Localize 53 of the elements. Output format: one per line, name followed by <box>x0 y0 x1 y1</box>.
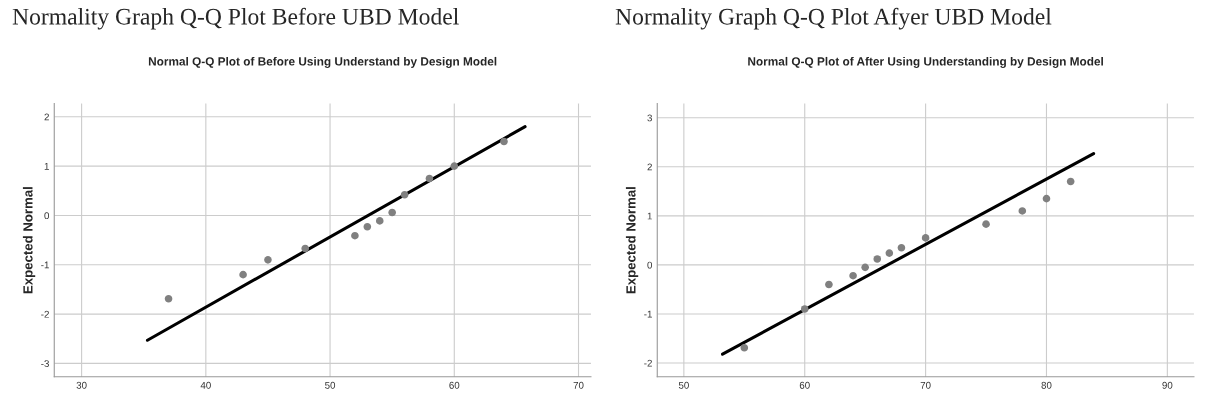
y-axis-title: Expected Normal <box>22 187 36 294</box>
y-tick-label: 3 <box>647 114 652 122</box>
chart-title: Normality Graph Q-Q Plot Before UBD Model <box>12 7 459 30</box>
x-tick-label: 70 <box>573 381 584 389</box>
point <box>400 190 409 199</box>
point <box>1066 177 1075 186</box>
point <box>450 162 459 170</box>
point <box>825 280 833 289</box>
point <box>885 249 894 257</box>
point <box>873 255 882 263</box>
y-tick-label: -1 <box>644 310 652 318</box>
point <box>164 295 173 303</box>
point <box>425 174 434 183</box>
x-tick-label: 80 <box>1041 381 1052 389</box>
x-tick-label: 90 <box>1162 381 1173 389</box>
y-axis-title: Expected Normal <box>625 187 639 294</box>
point <box>897 243 906 252</box>
point <box>740 343 749 352</box>
x-tick-label: 60 <box>449 381 460 389</box>
y-tick-label: 2 <box>647 163 652 171</box>
y-tick-label: 0 <box>44 212 50 220</box>
point <box>1042 194 1051 203</box>
point <box>264 256 272 264</box>
x-tick-label: 60 <box>799 381 810 389</box>
x-tick-label: 70 <box>920 381 931 389</box>
y-tick-label: -2 <box>644 359 652 367</box>
point <box>800 305 809 313</box>
y-tick-label: 1 <box>647 212 652 220</box>
point <box>239 270 247 279</box>
chart-subtitle: Normal Q-Q Plot of After Using Understanding by Design Model <box>748 56 1103 68</box>
x-tick-label: 40 <box>200 381 211 389</box>
point <box>921 234 930 242</box>
y-tick-label: -1 <box>41 261 49 269</box>
chart-title: Normality Graph Q-Q Plot Afyer UBD Model <box>615 7 1052 30</box>
y-tick-label: 1 <box>44 162 49 170</box>
point <box>849 271 857 280</box>
point <box>363 223 372 231</box>
point <box>375 217 384 225</box>
y-tick-label: 2 <box>44 113 49 121</box>
point <box>500 137 508 146</box>
y-tick-label: -2 <box>41 310 49 318</box>
x-tick-label: 50 <box>325 381 336 389</box>
point <box>1018 207 1027 215</box>
y-tick-label: -3 <box>41 360 49 368</box>
point <box>861 263 869 272</box>
x-tick-label: 50 <box>678 381 689 389</box>
chart-subtitle: Normal Q-Q Plot of Before Using Understand by Design Model <box>148 56 497 68</box>
x-tick-label: 30 <box>76 381 87 389</box>
point <box>301 244 310 253</box>
point <box>388 208 396 217</box>
point <box>351 231 359 240</box>
y-tick-label: 0 <box>647 261 653 269</box>
point <box>982 220 990 228</box>
